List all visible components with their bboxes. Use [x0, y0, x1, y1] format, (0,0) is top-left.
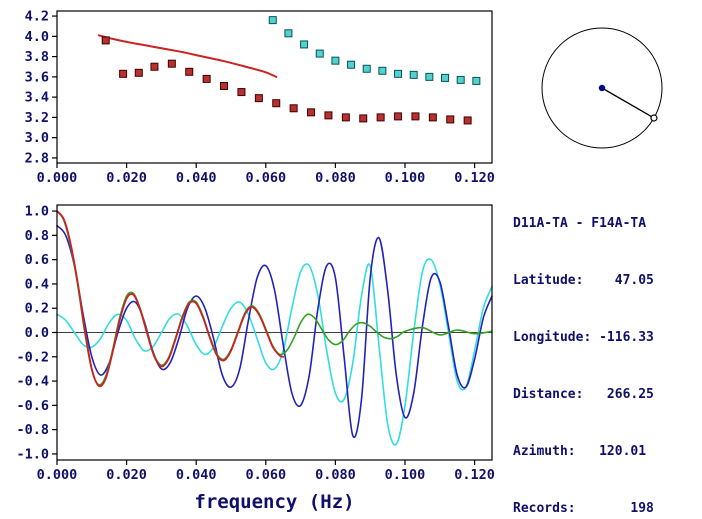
data-square [411, 112, 420, 121]
data-square [441, 73, 450, 82]
azimuth-row: Azimuth: 120.01 [513, 444, 647, 459]
data-square [307, 108, 316, 117]
data-square [150, 62, 159, 71]
x-tick-label: 0.000 [37, 467, 78, 483]
x-tick-label: 0.040 [176, 170, 217, 186]
y-tick-label: 3.4 [25, 90, 49, 106]
dispersion-plot: 0.000 0.020 0.040 0.060 0.080 0.100 0.120 2.8 3.… [25, 9, 495, 186]
data-square [254, 94, 263, 103]
data-square [341, 113, 350, 122]
data-square [101, 36, 110, 45]
y-tick-label: 0.6 [25, 252, 49, 268]
data-square [394, 69, 403, 78]
y-tick-label: -0.4 [16, 374, 49, 390]
y-tick-label: 0.0 [25, 325, 49, 341]
data-square [324, 111, 333, 120]
x-tick-label: 0.100 [385, 170, 426, 186]
data-square [376, 113, 385, 122]
station-info-panel: D11A-TA - F14A-TA Latitude: 47.05 Longit… [513, 176, 654, 519]
y-tick-label: 0.8 [25, 228, 49, 244]
measured-dispersion-red-squares [101, 36, 472, 125]
latitude-row: Latitude: 47.05 [513, 273, 654, 288]
x-tick-label: 0.060 [245, 467, 286, 483]
observed-spectrum-cyan [56, 258, 493, 446]
data-square [289, 104, 298, 113]
x-tick-label: 0.080 [315, 467, 356, 483]
x-tick-label: 0.080 [315, 170, 356, 186]
bessel-fit-red [56, 210, 285, 388]
y-tick-label: 3.2 [25, 110, 49, 126]
data-square [428, 113, 437, 122]
center-station-dot [598, 84, 606, 92]
data-square [378, 66, 387, 75]
distance-row: Distance: 266.25 [513, 387, 654, 402]
data-square [456, 75, 465, 84]
data-square [394, 112, 403, 121]
y-tick-label: -0.8 [16, 422, 49, 438]
data-square [409, 70, 418, 79]
data-square [300, 40, 309, 49]
x-tick-label: 0.100 [385, 467, 426, 483]
y-tick-label: 0.4 [25, 276, 49, 292]
x-tick-label: 0.040 [176, 467, 217, 483]
x-tick-label: 0.120 [454, 170, 495, 186]
y-tick-label: 4.2 [25, 9, 49, 25]
measured-dispersion-cyan-squares [268, 16, 481, 85]
x-tick-label: 0.000 [37, 170, 78, 186]
data-square [463, 116, 472, 125]
y-tick-label: 3.8 [25, 49, 49, 65]
data-square [134, 68, 143, 77]
data-square [268, 16, 277, 25]
data-square [119, 69, 128, 78]
longitude-row: Longitude: -116.33 [513, 330, 654, 345]
y-tick-label: 3.6 [25, 69, 49, 85]
reference-dispersion-curve [97, 34, 278, 78]
data-square [284, 29, 293, 38]
data-square [272, 99, 281, 108]
remote-station-marker [650, 114, 658, 122]
x-axis-title: frequency (Hz) [194, 491, 354, 513]
data-square [202, 74, 211, 83]
observed-spectrum-blue [56, 224, 493, 439]
y-tick-label: 1.0 [25, 204, 49, 220]
y-tick-label: 3.0 [25, 130, 49, 146]
great-circle-outline [541, 27, 663, 149]
data-square [185, 67, 194, 76]
data-square [362, 64, 371, 73]
data-square [472, 76, 481, 85]
azimuth-diagram [541, 27, 663, 149]
x-tick-label: 0.060 [245, 170, 286, 186]
data-square [331, 56, 340, 65]
x-tick-label: 0.020 [106, 467, 147, 483]
y-tick-label: 0.2 [25, 301, 49, 317]
data-square [359, 114, 368, 123]
data-square [347, 60, 356, 69]
y-tick-label: -0.2 [16, 349, 49, 365]
y-tick-label: -1.0 [16, 446, 49, 462]
y-tick-label: -0.6 [16, 398, 49, 414]
azimuth-line [601, 87, 655, 119]
plot-frame [56, 10, 493, 164]
cross-spectra-plot: 0.000 0.020 0.040 0.060 0.080 0.100 0.120 -1.0 -… [16, 204, 495, 513]
x-tick-label: 0.020 [106, 170, 147, 186]
data-square [315, 49, 324, 58]
y-tick-label: 2.8 [25, 150, 49, 166]
data-square [446, 115, 455, 124]
data-square [167, 59, 176, 68]
records-row: Records: 198 [513, 501, 654, 516]
data-square [425, 72, 434, 81]
station-pair-label: D11A-TA - F14A-TA [513, 216, 647, 231]
x-tick-label: 0.120 [454, 467, 495, 483]
y-tick-label: 4.0 [25, 29, 49, 45]
data-square [220, 81, 229, 90]
data-square [237, 88, 246, 97]
